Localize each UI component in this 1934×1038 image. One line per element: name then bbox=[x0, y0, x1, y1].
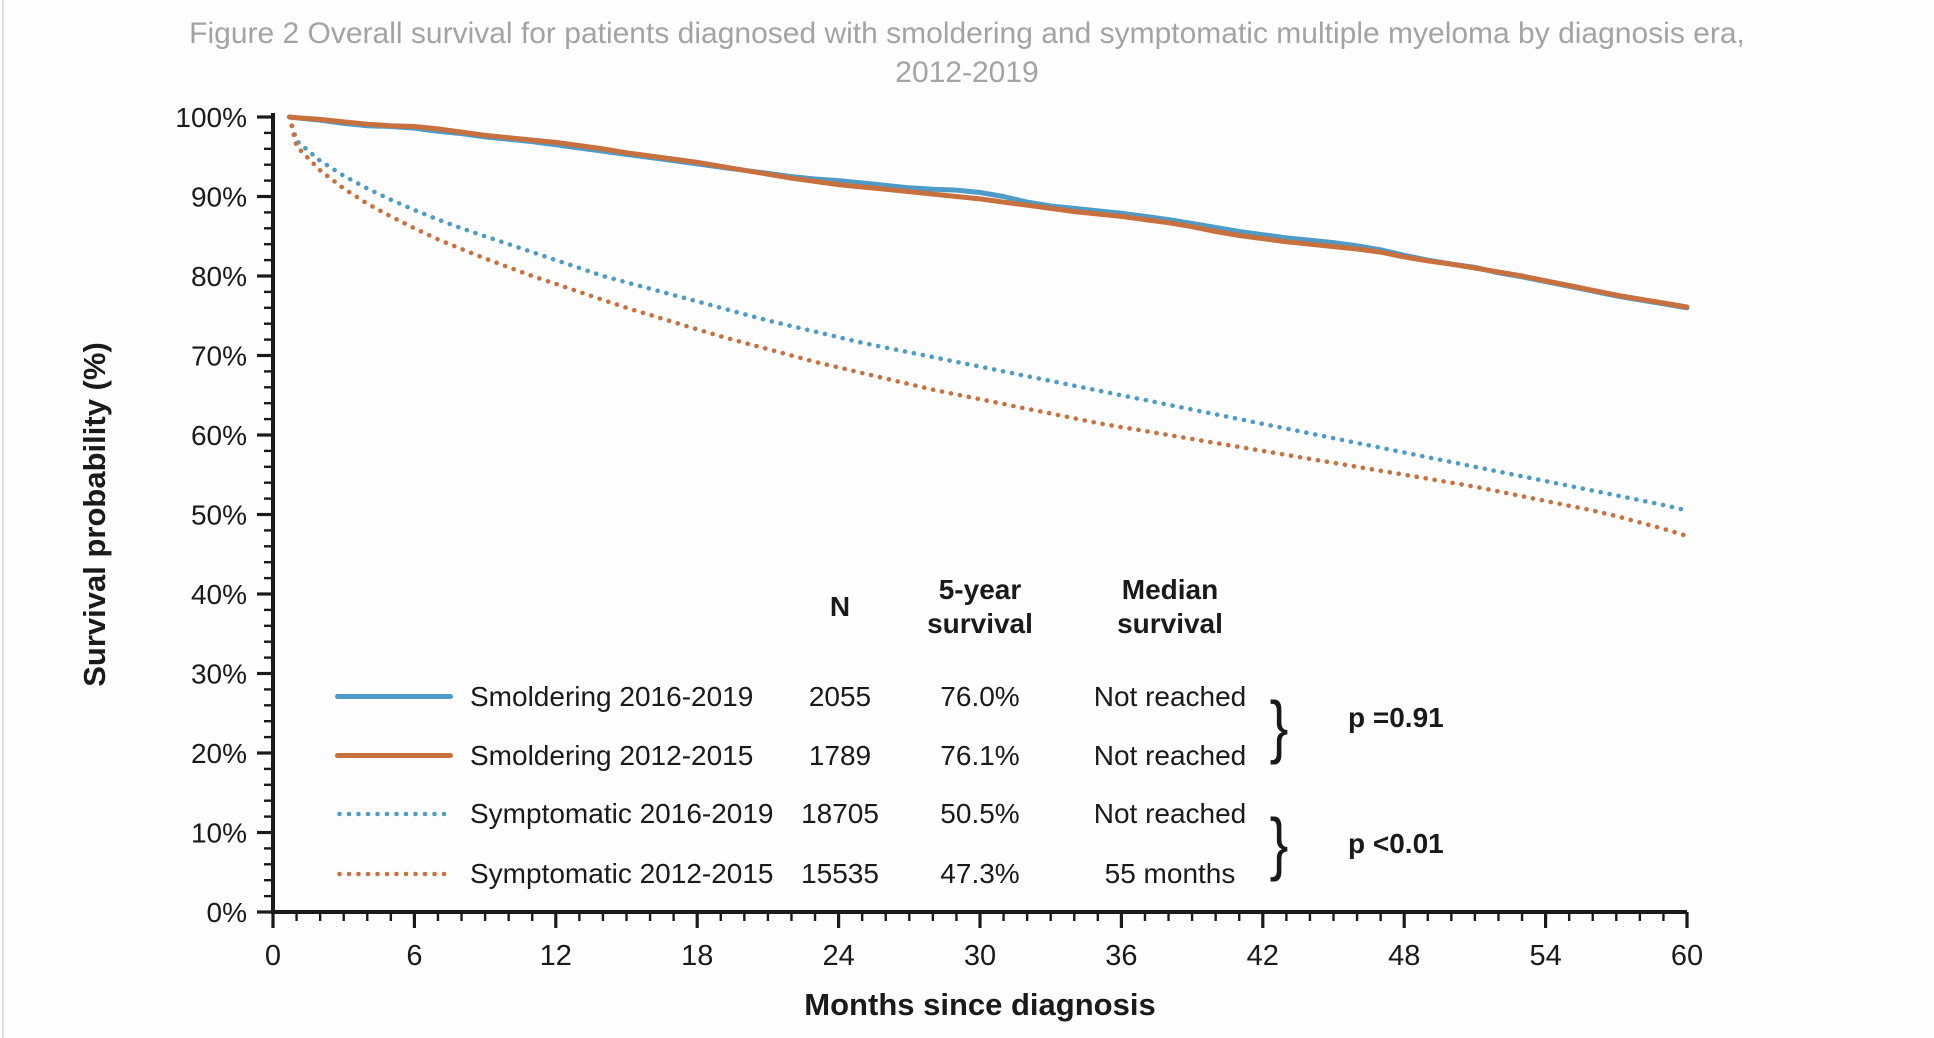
legend-n-symptomatic-2016-2019: 18705 bbox=[801, 798, 879, 829]
y-tick-label: 30% bbox=[191, 659, 247, 690]
y-tick-label: 80% bbox=[191, 261, 247, 292]
legend-header-median: Median survival bbox=[1075, 573, 1265, 641]
x-tick-label: 24 bbox=[822, 940, 854, 972]
legend-header-five-year: 5-year survival bbox=[900, 573, 1060, 641]
legend-five-year-symptomatic-2012-2015: 47.3% bbox=[940, 858, 1020, 889]
x-tick-label: 12 bbox=[540, 940, 572, 972]
smoldering-comparison-brace: } bbox=[1269, 687, 1289, 765]
x-tick-label: 48 bbox=[1388, 940, 1420, 972]
y-tick-label: 90% bbox=[191, 182, 247, 213]
y-tick-label: 10% bbox=[191, 818, 247, 849]
y-tick-label: 40% bbox=[191, 579, 247, 610]
figure-title-line2: 2012-2019 bbox=[895, 56, 1039, 89]
legend-n-smoldering-2016-2019: 2055 bbox=[808, 681, 872, 712]
x-tick-label: 60 bbox=[1671, 940, 1703, 972]
legend-median-symptomatic-2016-2019: Not reached bbox=[1093, 798, 1247, 829]
figure-title-line1: Figure 2 Overall survival for patients d… bbox=[189, 17, 1745, 50]
legend-sample-symptomatic-2012-2015 bbox=[337, 871, 451, 877]
survival-curve-smoldering-2012-2015 bbox=[287, 114, 1690, 310]
survival-curve-symptomatic-2016-2019 bbox=[287, 114, 1690, 513]
legend-median-smoldering-2016-2019: Not reached bbox=[1093, 681, 1247, 712]
survival-curve-symptomatic-2012-2015 bbox=[287, 114, 1690, 539]
x-tick-label: 36 bbox=[1105, 940, 1137, 972]
legend-five-year-symptomatic-2016-2019: 50.5% bbox=[940, 798, 1020, 829]
legend-label-symptomatic-2012-2015: Symptomatic 2012-2015 bbox=[470, 858, 774, 889]
symptomatic-comparison-brace: } bbox=[1269, 804, 1289, 882]
legend-sample-smoldering-2012-2015 bbox=[335, 753, 453, 758]
legend-label-smoldering-2016-2019: Smoldering 2016-2019 bbox=[470, 681, 754, 712]
x-tick-label: 42 bbox=[1247, 940, 1279, 972]
y-tick-label: 20% bbox=[191, 738, 247, 769]
legend-header-five-year-line2: survival bbox=[927, 608, 1033, 639]
legend-header-median-line1: Median bbox=[1121, 574, 1219, 605]
legend-n-symptomatic-2012-2015: 15535 bbox=[801, 858, 879, 889]
y-axis-title: Survival probability (%) bbox=[77, 342, 112, 687]
legend-sample-symptomatic-2016-2019 bbox=[337, 811, 451, 817]
survival-curve-smoldering-2016-2019 bbox=[287, 114, 1690, 311]
legend-five-year-smoldering-2016-2019: 76.0% bbox=[940, 681, 1020, 712]
symptomatic-p-value: p <0.01 bbox=[1348, 828, 1444, 859]
legend-header-median-line2: survival bbox=[1117, 608, 1223, 639]
legend-header-n: N bbox=[829, 591, 851, 622]
x-tick-label: 0 bbox=[265, 940, 281, 972]
legend-median-smoldering-2012-2015: Not reached bbox=[1093, 740, 1247, 771]
x-tick-label: 6 bbox=[406, 940, 422, 972]
smoldering-p-value: p =0.91 bbox=[1348, 702, 1444, 733]
legend-n-smoldering-2012-2015: 1789 bbox=[808, 740, 872, 771]
legend-sample-smoldering-2016-2019 bbox=[335, 694, 453, 699]
x-tick-label: 54 bbox=[1529, 940, 1561, 972]
x-tick-label: 30 bbox=[964, 940, 996, 972]
legend-label-symptomatic-2016-2019: Symptomatic 2016-2019 bbox=[470, 798, 774, 829]
y-tick-label: 100% bbox=[175, 102, 247, 133]
y-tick-label: 0% bbox=[207, 897, 247, 928]
y-tick-label: 60% bbox=[191, 420, 247, 451]
x-axis-title: Months since diagnosis bbox=[804, 987, 1155, 1022]
x-tick-label: 18 bbox=[681, 940, 713, 972]
legend-header-five-year-line1: 5-year bbox=[938, 574, 1022, 605]
y-tick-label: 50% bbox=[191, 500, 247, 531]
legend-five-year-smoldering-2012-2015: 76.1% bbox=[940, 740, 1020, 771]
legend-label-smoldering-2012-2015: Smoldering 2012-2015 bbox=[470, 740, 754, 771]
y-tick-label: 70% bbox=[191, 341, 247, 372]
legend-median-symptomatic-2012-2015: 55 months bbox=[1104, 858, 1236, 889]
pane-left-border bbox=[2, 0, 4, 1038]
